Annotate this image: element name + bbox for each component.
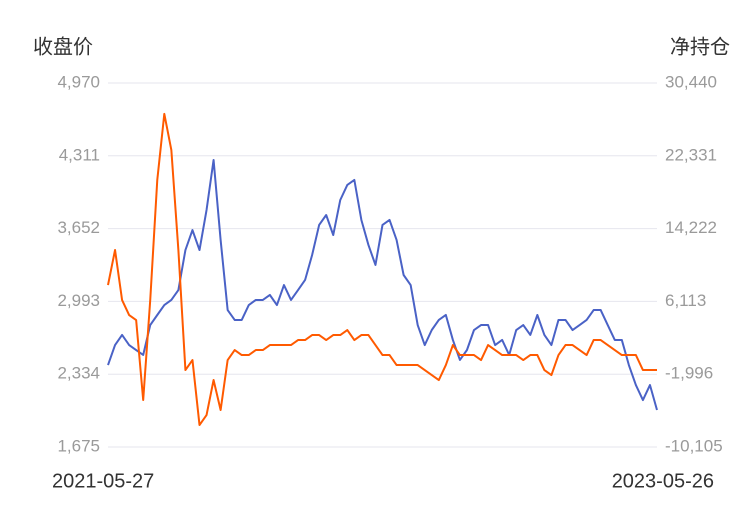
y2-tick-label: 30,440 — [665, 72, 717, 91]
y2-tick-label: 22,331 — [665, 145, 717, 164]
y-axis-title: 收盘价 — [33, 35, 93, 58]
data-line — [107, 112, 657, 427]
y2-tick-label: -1,996 — [665, 364, 713, 383]
data-line — [107, 159, 658, 411]
y-tick-label: 3,652 — [57, 218, 100, 237]
x-tick-label: 2023-05-26 — [612, 470, 714, 492]
y2-axis-title: 净持仓 — [670, 35, 730, 58]
y-tick-label: 2,993 — [57, 291, 100, 310]
y2-tick-label: 14,222 — [665, 218, 717, 237]
y-tick-label: 4,311 — [59, 145, 100, 164]
y-tick-label: 4,970 — [57, 72, 100, 91]
y2-tick-label: 6,113 — [665, 291, 706, 310]
x-tick-label: 2021-05-27 — [52, 470, 154, 492]
y-tick-label: 1,675 — [57, 436, 100, 455]
y2-tick-label: -10,105 — [665, 436, 723, 455]
y-tick-label: 2,334 — [57, 364, 100, 383]
